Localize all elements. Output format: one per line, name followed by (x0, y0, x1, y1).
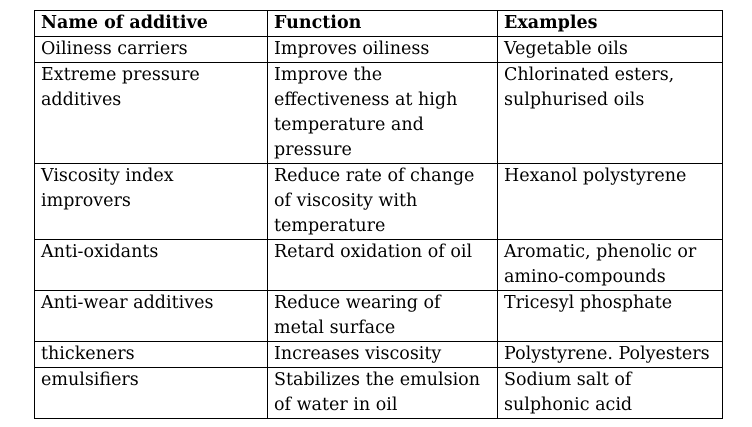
cell-examples: Sodium salt of sulphonic acid (497, 367, 723, 419)
table-row: Anti-oxidants Retard oxidation of oil Ar… (34, 239, 723, 291)
cell-text: Chlorinated esters, sulphurised oils (504, 65, 675, 110)
cell-text: Aromatic, phenolic or amino-compounds (504, 242, 697, 287)
cell-additive-name: Oiliness carriers (34, 36, 268, 63)
header-row: Name of additive Function Examples (34, 10, 723, 37)
cell-additive-name: Extreme pressure additives (34, 62, 268, 164)
cell-text: Oiliness carriers (41, 39, 188, 59)
cell-text: Improves oiliness (274, 39, 430, 59)
cell-text: thickeners (41, 344, 135, 364)
cell-text: Polystyrene. Polyesters (504, 344, 710, 364)
table-row: emulsifiers Stabilizes the emulsion of w… (34, 367, 723, 419)
cell-function: Retard oxidation of oil (267, 239, 498, 291)
table-row: Anti-wear additives Reduce wearing of me… (34, 290, 723, 342)
cell-text: Extreme pressure additives (41, 65, 200, 110)
cell-additive-name: Anti-oxidants (34, 239, 268, 291)
table-row: Extreme pressure additives Improve the e… (34, 62, 723, 164)
header-name-of-additive: Name of additive (34, 10, 268, 37)
cell-examples: Polystyrene. Polyesters (497, 341, 723, 368)
cell-text: Hexanol polystyrene (504, 166, 687, 186)
table-row: Viscosity index improvers Reduce rate of… (34, 163, 723, 240)
cell-text: Increases viscosity (274, 344, 442, 364)
cell-text: Stabilizes the emulsion of water in oil (274, 370, 480, 415)
cell-additive-name: Viscosity index improvers (34, 163, 268, 240)
cell-examples: Aromatic, phenolic or amino-compounds (497, 239, 723, 291)
cell-text: Improve the effectiveness at high temper… (274, 65, 458, 160)
cell-text: emulsifiers (41, 370, 139, 390)
cell-text: Tricesyl phosphate (504, 293, 673, 313)
table-row: Oiliness carriers Improves oiliness Vege… (34, 36, 723, 63)
header-function: Function (267, 10, 498, 37)
table-row: thickeners Increases viscosity Polystyre… (34, 341, 723, 368)
cell-additive-name: emulsifiers (34, 367, 268, 419)
cell-text: Sodium salt of sulphonic acid (504, 370, 633, 415)
cell-text: Viscosity index improvers (41, 166, 174, 211)
cell-function: Reduce rate of change of viscosity with … (267, 163, 498, 240)
cell-function: Increases viscosity (267, 341, 498, 368)
cell-text: Reduce wearing of metal surface (274, 293, 441, 338)
cell-examples: Hexanol polystyrene (497, 163, 723, 240)
cell-examples: Vegetable oils (497, 36, 723, 63)
cell-additive-name: thickeners (34, 341, 268, 368)
table-header: Name of additive Function Examples (34, 10, 723, 37)
cell-text: Reduce rate of change of viscosity with … (274, 166, 475, 236)
additives-table: Name of additive Function Examples Oilin… (34, 10, 723, 419)
cell-examples: Tricesyl phosphate (497, 290, 723, 342)
cell-function: Stabilizes the emulsion of water in oil (267, 367, 498, 419)
cell-text: Vegetable oils (504, 39, 628, 59)
cell-function: Improve the effectiveness at high temper… (267, 62, 498, 164)
cell-function: Improves oiliness (267, 36, 498, 63)
cell-function: Reduce wearing of metal surface (267, 290, 498, 342)
header-examples: Examples (497, 10, 723, 37)
table-body: Oiliness carriers Improves oiliness Vege… (34, 36, 723, 419)
cell-examples: Chlorinated esters, sulphurised oils (497, 62, 723, 164)
cell-text: Anti-wear additives (41, 293, 214, 313)
cell-text: Anti-oxidants (41, 242, 159, 262)
cell-additive-name: Anti-wear additives (34, 290, 268, 342)
cell-text: Retard oxidation of oil (274, 242, 473, 262)
